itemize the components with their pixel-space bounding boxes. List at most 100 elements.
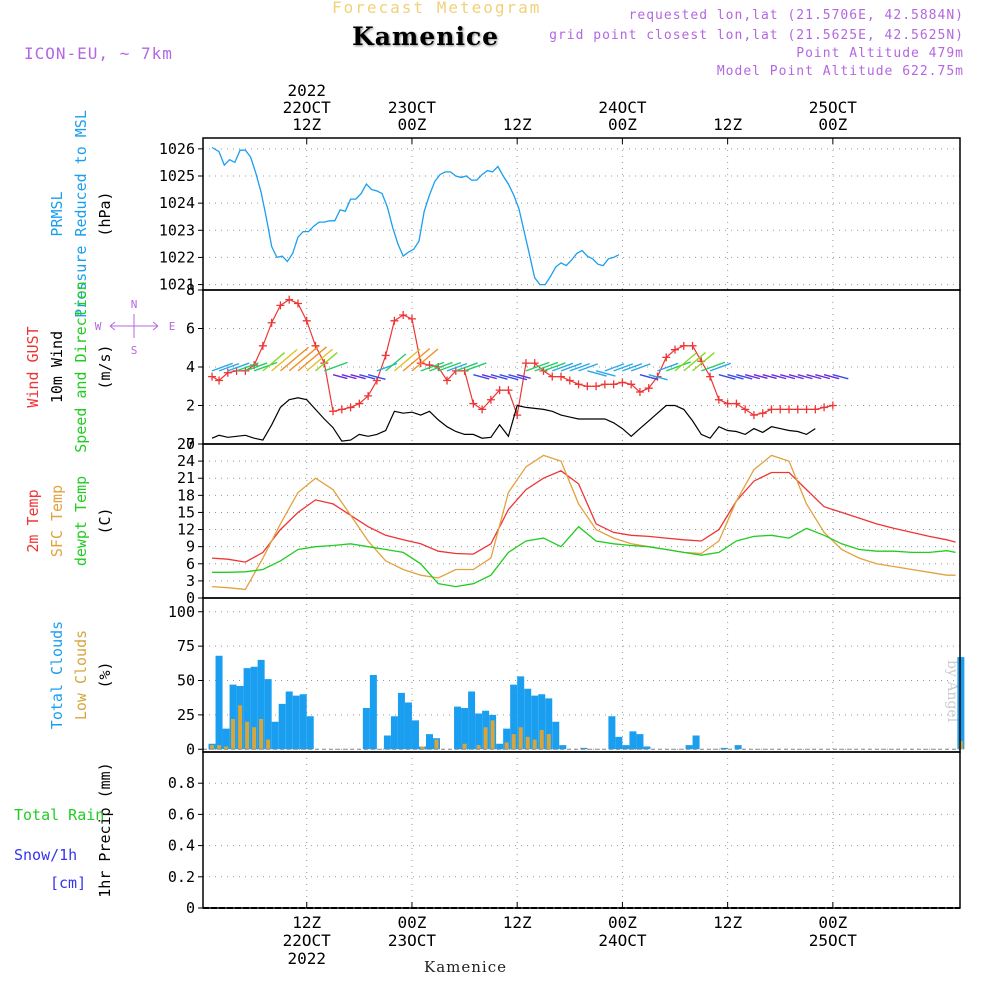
total-cloud-bar: [475, 713, 483, 750]
wind-direction-arrow: [262, 352, 286, 372]
wind-direction-arrow: [753, 374, 768, 379]
gust-marker: [793, 405, 802, 414]
time-label-bottom: 00Z: [608, 913, 637, 932]
wind-direction-arrow: [543, 362, 566, 372]
pressure-ytick-label: 1024: [159, 194, 195, 212]
low-cloud-bar: [231, 719, 236, 750]
time-label-top: 00Z: [608, 115, 637, 134]
pressure-axis-label: (hPa): [96, 191, 114, 236]
wind-direction-arrow: [332, 374, 348, 380]
clouds-axis-label: Total Clouds: [48, 621, 66, 729]
wind-axis-label: Speed and Direction: [72, 281, 90, 453]
station-title: Kamenice: [352, 22, 500, 51]
app-title: Forecast Meteogram: [332, 0, 542, 17]
time-label-top: 23OCT: [388, 98, 437, 117]
total-cloud-bar: [362, 708, 370, 750]
wind-direction-arrow: [218, 362, 240, 372]
low-cloud-bar: [532, 739, 537, 750]
total-cloud-bar: [580, 747, 588, 750]
clouds-panel-frame: [202, 597, 961, 753]
wind-direction-arrow: [446, 362, 468, 372]
total-cloud-bar: [468, 691, 476, 750]
gust-marker: [267, 318, 276, 327]
gust-marker: [390, 316, 399, 325]
wind-direction-arrow: [306, 348, 333, 372]
total-cloud-bar: [524, 688, 532, 750]
wind-direction-arrow: [604, 363, 625, 372]
gust-marker: [486, 395, 495, 404]
time-label-bottom: 00Z: [398, 913, 427, 932]
gust-marker: [521, 359, 530, 368]
wind-direction-arrow: [613, 363, 634, 372]
precip-ytick-label: 0.8: [168, 774, 195, 792]
gust-marker: [679, 341, 688, 350]
wind-direction-arrow: [683, 352, 706, 372]
wind-direction-arrow: [288, 345, 319, 372]
wind-ytick-label: 8: [186, 281, 195, 299]
temperature-ytick-label: 15: [177, 503, 195, 521]
low-cloud-bar: [483, 727, 488, 750]
gust-marker: [583, 382, 592, 391]
total-cloud-bar: [404, 702, 412, 750]
wind-direction-arrow: [393, 348, 421, 372]
total-cloud-bar: [692, 735, 700, 750]
wind-direction-arrow: [622, 363, 643, 372]
gust-marker: [530, 359, 539, 368]
time-label-bottom: 00Z: [818, 913, 847, 932]
total-cloud-bar: [615, 736, 623, 750]
total-cloud-bar: [545, 698, 553, 750]
gust-marker: [706, 372, 715, 381]
total-cloud-bar: [299, 694, 307, 750]
temperature-ytick-label: 6: [186, 555, 195, 573]
wind-direction-arrow: [438, 361, 462, 372]
temperature-axis-label: dewpt Temp: [72, 476, 90, 566]
low-cloud-bar: [224, 746, 229, 750]
time-label-top: 22OCT: [283, 98, 332, 117]
gust-marker: [381, 351, 390, 360]
total-cloud-bar: [250, 666, 258, 750]
gust-marker: [749, 411, 758, 420]
precip-panel-frame: [202, 751, 961, 909]
gust-marker: [504, 386, 513, 395]
gust-marker: [741, 405, 750, 414]
wind-direction-arrow: [832, 374, 849, 380]
wind-direction-arrow: [297, 346, 327, 372]
wind-direction-arrow: [385, 353, 407, 372]
pressure-ytick-label: 1023: [159, 221, 195, 239]
total-cloud-bar: [629, 731, 637, 750]
low-cloud-bar: [434, 739, 439, 750]
total-cloud-bar: [454, 706, 462, 750]
wind-direction-arrow: [324, 361, 348, 372]
gust-marker: [364, 391, 373, 400]
gust-marker: [346, 403, 355, 412]
time-label-top: 12Z: [292, 115, 321, 134]
gust-marker: [618, 378, 627, 387]
total-cloud-bar: [461, 708, 469, 750]
total-cloud-bar: [257, 659, 265, 750]
temperature-ytick-label: 21: [177, 469, 195, 487]
low-cloud-bar: [546, 734, 551, 750]
total-cloud-bar: [222, 728, 230, 750]
wind-direction-arrow: [727, 374, 744, 380]
time-label-top: 12Z: [503, 115, 532, 134]
gust-marker: [671, 345, 680, 354]
time-label-bottom: 23OCT: [388, 931, 437, 950]
compass-east: E: [169, 320, 176, 333]
wind-direction-arrow: [236, 362, 259, 372]
gust-marker: [811, 405, 820, 414]
wind-direction-arrow: [279, 346, 310, 372]
gust-marker: [609, 380, 618, 389]
temperature-panel-frame: [202, 443, 961, 599]
gust-marker: [208, 372, 217, 381]
gust-marker: [802, 405, 811, 414]
wind-direction-arrow: [815, 374, 831, 380]
wind-direction-arrow: [823, 374, 840, 380]
time-label-bottom: 24OCT: [598, 931, 647, 950]
gust-marker: [723, 399, 732, 408]
gust-marker: [478, 405, 487, 414]
wind-direction-arrow: [429, 361, 453, 372]
low-cloud-bar: [476, 745, 481, 750]
wind-direction-arrow: [762, 374, 777, 380]
gust-marker: [767, 405, 776, 414]
